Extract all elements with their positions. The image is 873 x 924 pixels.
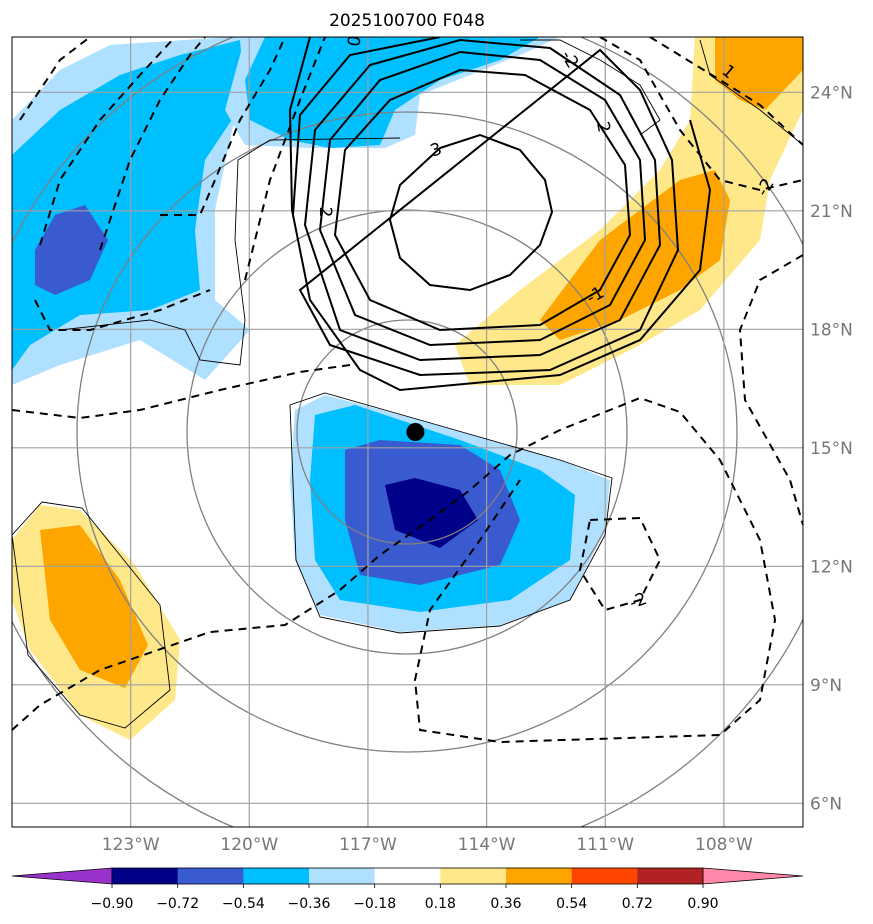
colorbar-tick-label: −0.18 xyxy=(353,896,396,912)
lon-tick-label: 108°W xyxy=(695,835,753,855)
lat-tick-label: 6°N xyxy=(810,794,842,814)
lon-tick-label: 120°W xyxy=(220,835,278,855)
contour-label: 0 xyxy=(344,34,366,48)
colorbar-segment xyxy=(506,868,573,884)
lat-tick-label: 15°N xyxy=(810,439,853,459)
colorbar-tick-label: −0.36 xyxy=(288,896,331,912)
lat-tick-labels: 6°N 9°N 12°N 15°N 18°N 21°N 24°N xyxy=(810,83,853,814)
colorbar-segment xyxy=(440,868,507,884)
contour-label: -2 xyxy=(627,589,650,614)
map-frame xyxy=(11,36,804,828)
colorbar-tick-label: 0.72 xyxy=(622,896,653,912)
colorbar-segment xyxy=(309,868,376,884)
solid-contours xyxy=(288,37,712,392)
lon-tick-label: 111°W xyxy=(576,835,634,855)
colorbar-under-extension xyxy=(11,867,113,885)
dashed-contours xyxy=(12,37,803,744)
colorbar-segment xyxy=(637,868,704,884)
colorbar-segment xyxy=(571,868,638,884)
lon-tick-label: 123°W xyxy=(102,835,160,855)
chart-title: 2025100700 F048 xyxy=(329,11,485,31)
colorbar-tick-label: 0.54 xyxy=(556,896,587,912)
colorbar-segment xyxy=(112,868,179,884)
contour-label: 2 xyxy=(592,120,614,134)
colorbar-outline xyxy=(111,867,704,885)
colorbar-tick-label: 0.90 xyxy=(687,896,718,912)
lon-tick-label: 114°W xyxy=(458,835,516,855)
lat-tick-label: 12°N xyxy=(810,557,853,577)
colorbar: −0.90 −0.72 −0.54 −0.36 −0.18 0.18 0.36 0.54 0.7… xyxy=(11,867,804,912)
lat-tick-label: 21°N xyxy=(810,202,853,222)
shade-c-darkest xyxy=(385,478,478,548)
thin-outlines xyxy=(12,39,803,729)
lon-tick-labels: 123°W 120°W 117°W 114°W 111°W 108°W xyxy=(102,835,753,855)
shade-nw-dark xyxy=(35,205,108,295)
range-rings xyxy=(12,37,803,827)
colorbar-tick-label: −0.72 xyxy=(156,896,199,912)
map-grid xyxy=(12,37,803,827)
colorbar-segment xyxy=(243,868,310,884)
colorbar-tick-label: 0.18 xyxy=(425,896,456,912)
colorbar-segment xyxy=(177,868,244,884)
lat-tick-label: 18°N xyxy=(810,320,853,340)
colorbar-over-extension xyxy=(702,867,804,885)
colorbar-tick-label: 0.36 xyxy=(490,896,521,912)
lon-tick-label: 117°W xyxy=(339,835,397,855)
contour-label: 2 xyxy=(315,207,335,218)
colorbar-segment xyxy=(374,868,441,884)
colorbar-tick-label: −0.90 xyxy=(91,896,134,912)
lat-tick-label: 9°N xyxy=(810,676,842,696)
colorbar-tick-label: −0.54 xyxy=(222,896,265,912)
lat-tick-label: 24°N xyxy=(810,83,853,103)
storm-center-marker xyxy=(406,423,425,441)
